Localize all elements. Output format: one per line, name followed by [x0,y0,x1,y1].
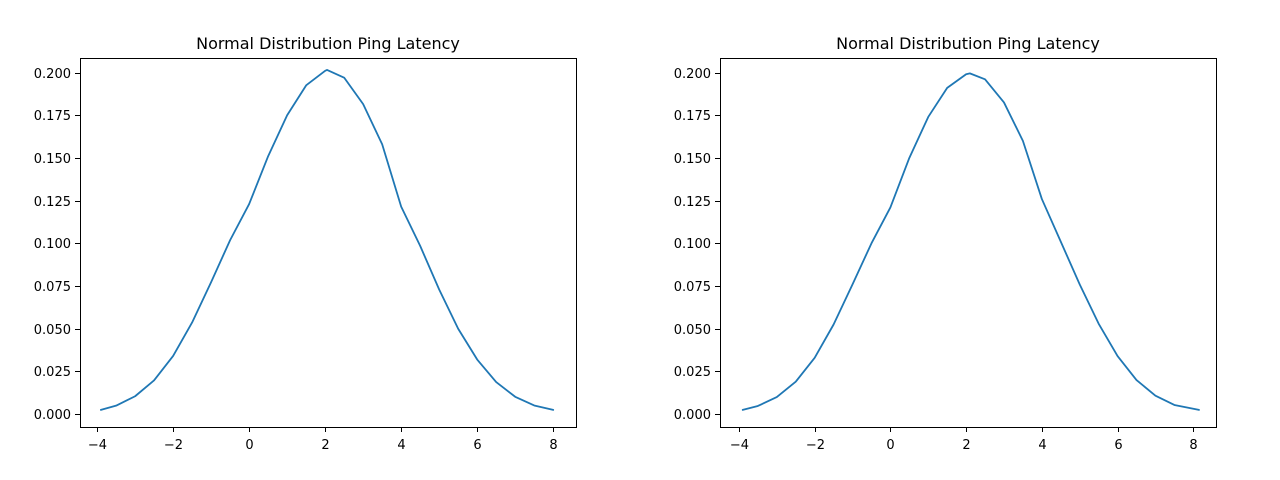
x-tick-label: 8 [1189,438,1197,453]
series-line [100,69,555,411]
chart-panel-left: Normal Distribution Ping Latency −4 −2 0 2 4… [34,34,577,453]
y-tick-label: 0.100 [34,237,71,252]
y-tick-label: 0.050 [674,323,711,338]
y-tick-label: 0.150 [674,152,711,167]
x-tick-label: 4 [1038,438,1046,453]
x-tick-label: 2 [321,438,329,453]
y-tick-label: 0.075 [674,280,711,295]
y-tick-label: 0.000 [674,408,711,423]
plot-area: −4 −2 0 2 4 6 8 0.000 0.025 0.050 0.075 0.100 0.125 0… [34,58,577,453]
chart-panel-right: Normal Distribution Ping Latency −4 −2 0 2 4… [674,34,1217,453]
y-tick-label: 0.200 [674,67,711,82]
x-tick-label: 6 [473,438,481,453]
y-tick-label: 0.125 [674,195,711,210]
chart-title: Normal Distribution Ping Latency [196,34,460,53]
y-tick-label: 0.075 [34,280,71,295]
y-tick-label: 0.150 [34,152,71,167]
x-tick-label: −2 [806,438,825,453]
plot-area: −4 −2 0 2 4 6 8 0.000 0.025 0.050 0.075 0.100 0.125 0… [674,58,1217,453]
x-tick-label: −4 [730,438,749,453]
x-tick-label: −4 [88,438,107,453]
y-tick-label: 0.000 [34,408,71,423]
x-tick-label: −2 [164,438,183,453]
y-tick-label: 0.100 [674,237,711,252]
y-tick-label: 0.125 [34,195,71,210]
x-tick-label: 0 [245,438,253,453]
x-tick-label: 0 [886,438,894,453]
x-tick-label: 6 [1114,438,1122,453]
series-line [741,72,1200,411]
axes-frame [720,58,1217,428]
y-tick-label: 0.200 [34,67,71,82]
chart-title: Normal Distribution Ping Latency [836,34,1100,53]
axes-frame [80,58,577,428]
y-tick-label: 0.175 [674,109,711,124]
y-tick-label: 0.025 [34,365,71,380]
y-tick-label: 0.025 [674,365,711,380]
y-tick-label: 0.175 [34,109,71,124]
x-tick-label: 8 [549,438,557,453]
x-tick-label: 4 [397,438,405,453]
y-tick-label: 0.050 [34,323,71,338]
x-tick-label: 2 [962,438,970,453]
